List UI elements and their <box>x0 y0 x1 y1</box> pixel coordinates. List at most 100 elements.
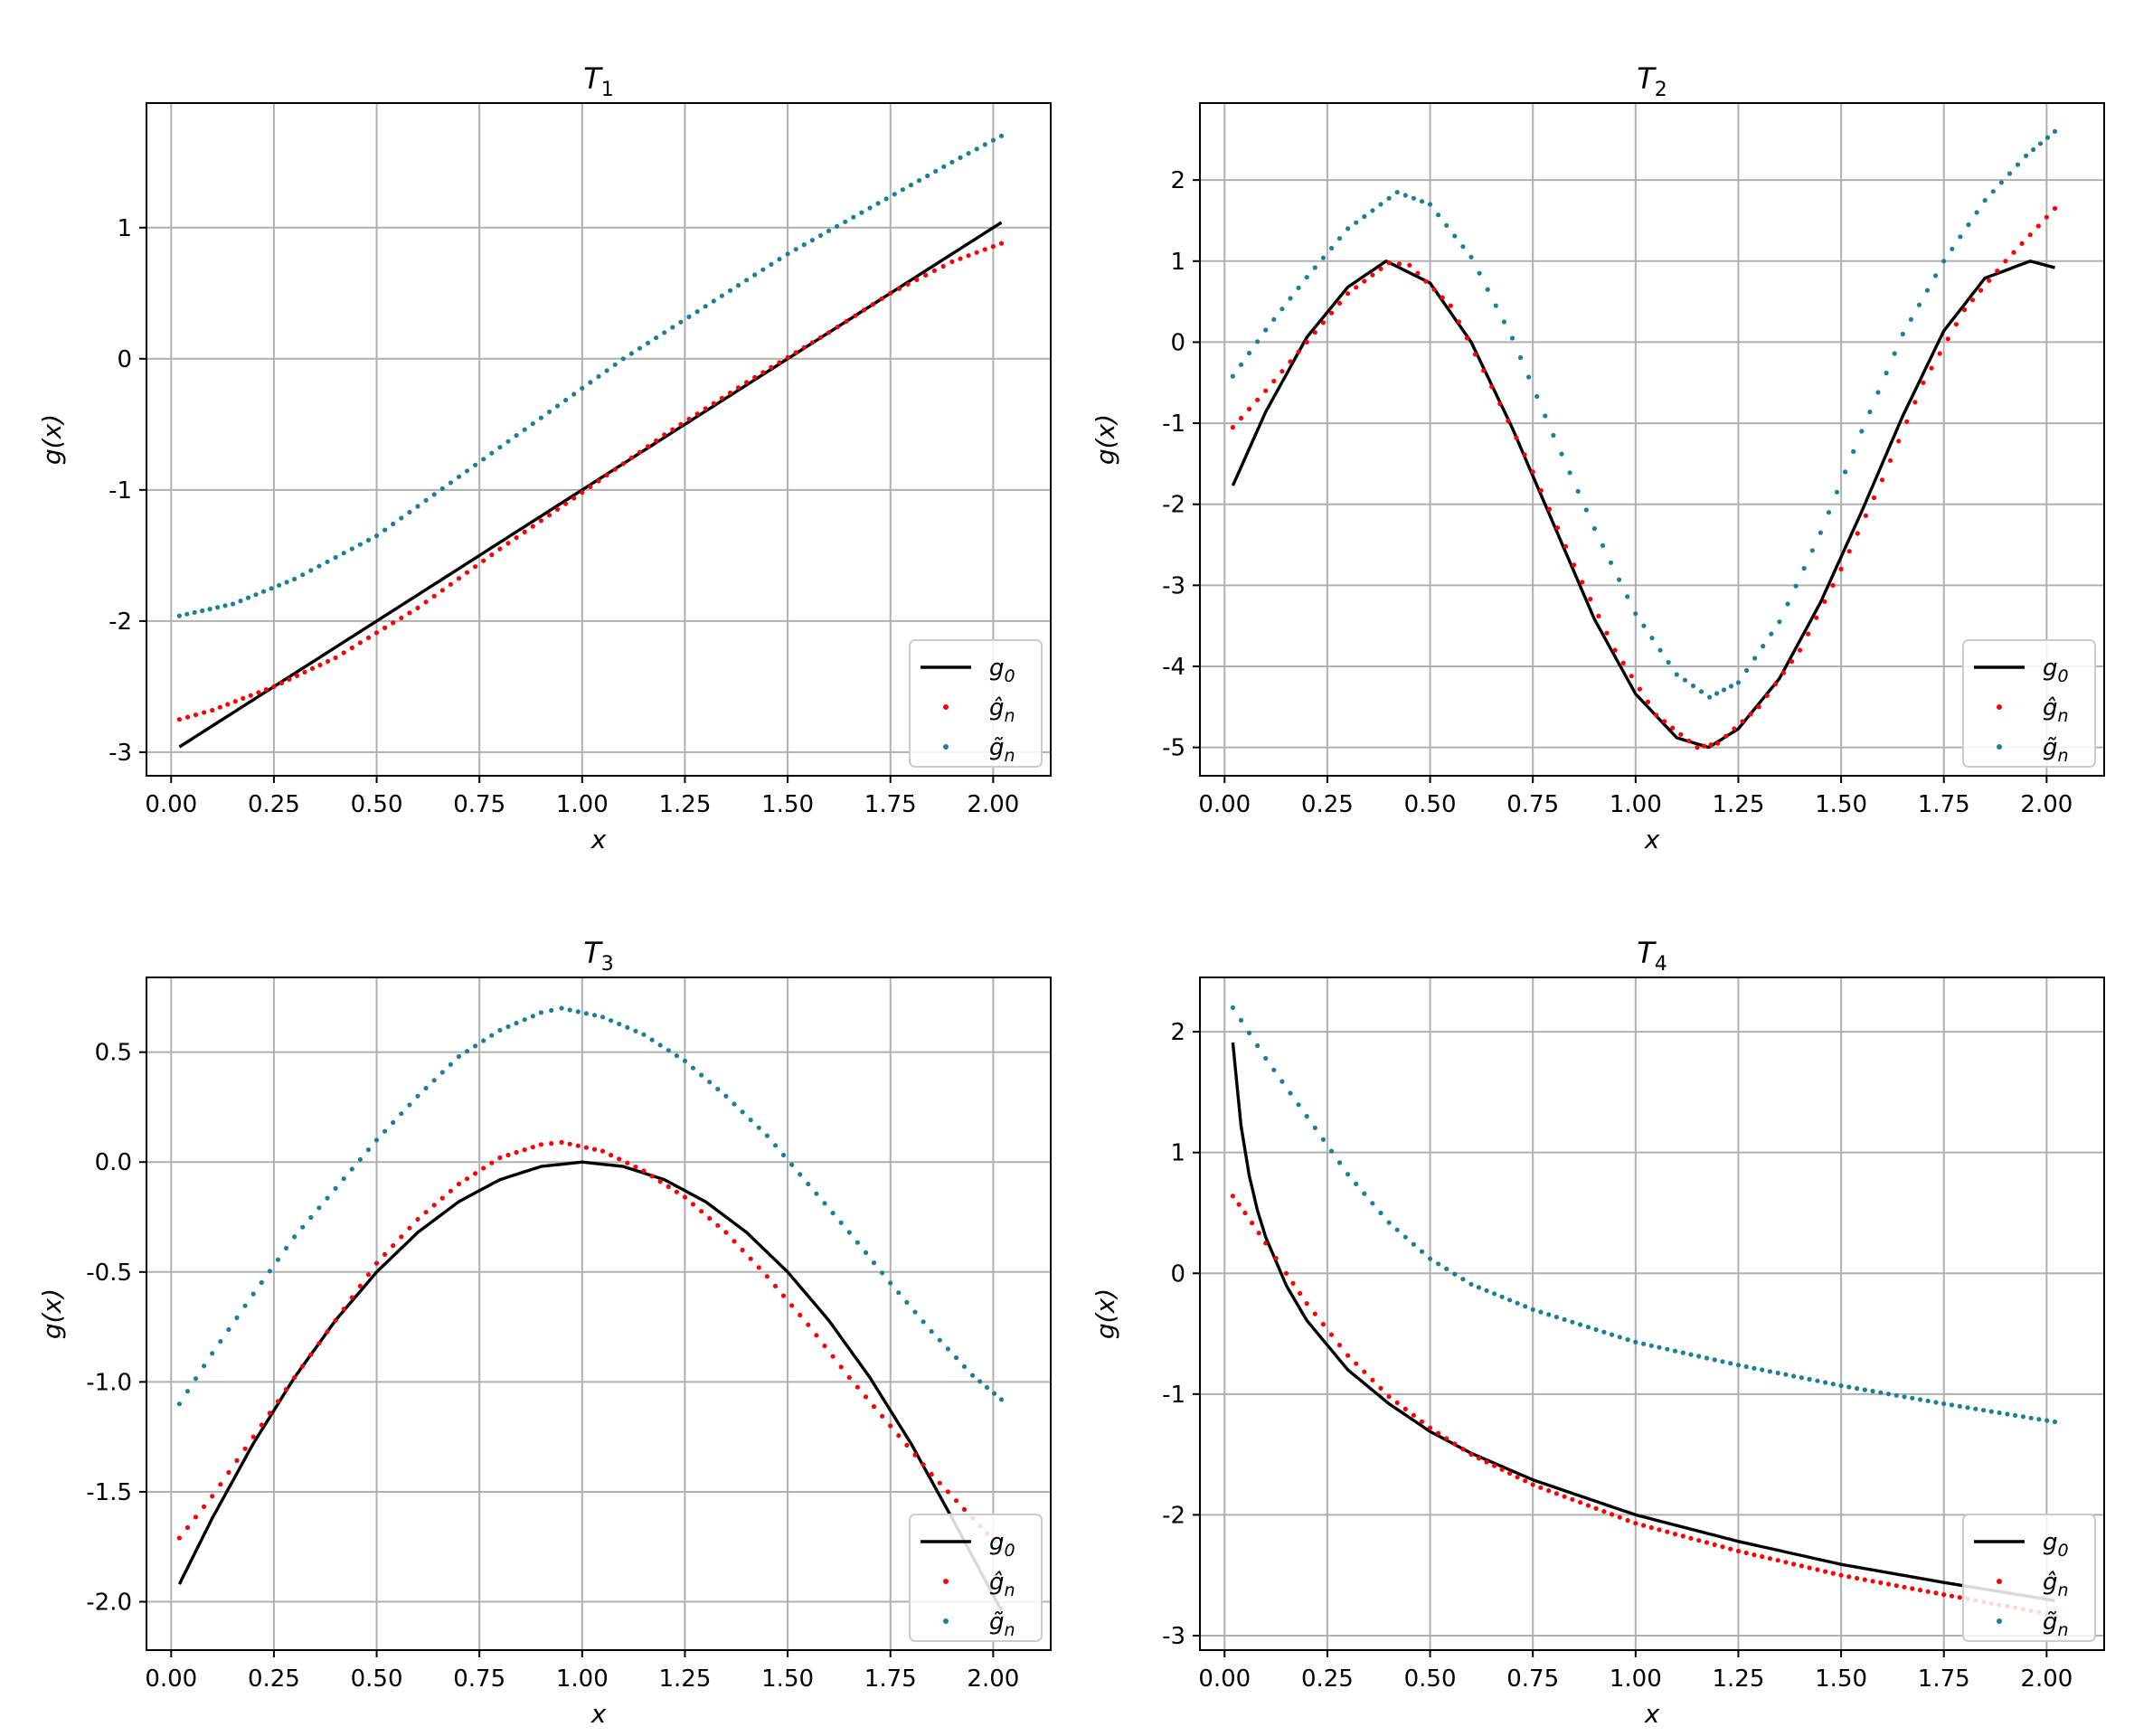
data-point <box>1362 278 1367 284</box>
data-point <box>439 588 445 593</box>
data-point <box>998 1397 1005 1402</box>
data-point <box>1682 677 1687 683</box>
data-point <box>1937 351 1942 356</box>
data-point <box>230 601 236 607</box>
data-point <box>1688 1535 1694 1541</box>
data-point <box>1499 1467 1505 1472</box>
data-point <box>1735 680 1742 685</box>
data-point <box>719 395 725 401</box>
data-point <box>1743 1363 1749 1370</box>
plot-area <box>176 1005 1005 1612</box>
x-tick-label: 0.50 <box>351 1665 403 1693</box>
data-point <box>1507 1297 1513 1303</box>
data-point <box>641 1168 647 1174</box>
data-point <box>473 1171 478 1176</box>
data-point <box>912 1452 918 1458</box>
data-point <box>1419 199 1425 204</box>
data-point <box>756 1265 761 1270</box>
data-point <box>2035 223 2041 229</box>
axes-frame <box>146 976 1052 1651</box>
data-point <box>699 1209 704 1214</box>
data-point <box>456 1053 462 1060</box>
data-point <box>600 1148 606 1154</box>
data-point <box>732 1101 737 1107</box>
data-point <box>1538 1309 1544 1315</box>
x-axis-label: x <box>1644 825 1660 854</box>
data-point <box>1950 246 1955 251</box>
data-point <box>879 296 884 302</box>
data-point <box>259 1422 264 1428</box>
data-point <box>764 1274 770 1279</box>
data-point <box>974 250 979 255</box>
data-point <box>1526 374 1532 380</box>
data-point <box>1255 1043 1261 1049</box>
data-point <box>937 1480 942 1486</box>
series-gtilde-points <box>176 1005 1005 1407</box>
data-point <box>1407 262 1412 268</box>
data-point <box>904 1442 910 1448</box>
data-point <box>269 586 274 591</box>
data-point <box>1617 577 1622 582</box>
data-point <box>554 403 561 409</box>
data-point <box>806 1322 811 1327</box>
data-point <box>1507 1470 1513 1477</box>
data-point <box>260 589 267 594</box>
data-point <box>489 1160 495 1165</box>
data-point <box>267 1269 272 1274</box>
x-tick-label: 0.00 <box>145 1665 197 1693</box>
data-point <box>977 1379 983 1384</box>
data-point <box>1657 647 1663 653</box>
data-point <box>990 137 996 143</box>
data-point <box>1304 1301 1309 1307</box>
data-point <box>1674 672 1679 677</box>
data-point <box>481 558 486 563</box>
data-point <box>780 1152 787 1158</box>
data-point <box>349 546 354 552</box>
data-point <box>1336 300 1343 306</box>
data-point <box>563 501 569 506</box>
x-tick-label: 1.75 <box>1918 791 1970 818</box>
data-point <box>686 416 692 422</box>
data-point <box>1998 180 2004 185</box>
axes-frame <box>146 102 1052 777</box>
data-point <box>1617 1514 1622 1520</box>
series-gtilde-points <box>1230 1005 2058 1425</box>
data-point <box>1885 1392 1892 1397</box>
data-point <box>744 380 750 385</box>
data-point <box>571 495 577 501</box>
data-point <box>1678 731 1684 737</box>
data-point <box>497 546 503 552</box>
data-point <box>365 537 372 543</box>
data-point <box>407 1102 412 1108</box>
data-point <box>1436 1430 1441 1436</box>
data-point <box>1720 1359 1725 1364</box>
data-point <box>1783 1560 1789 1565</box>
data-point <box>1596 613 1601 619</box>
data-point <box>333 554 338 561</box>
data-point <box>1714 691 1720 696</box>
data-point <box>176 1535 182 1541</box>
data-point <box>1378 1210 1383 1216</box>
data-point <box>1670 725 1676 731</box>
data-point <box>283 1245 289 1251</box>
data-point <box>814 1191 819 1196</box>
y-tick-label: -1.0 <box>86 1369 132 1396</box>
data-point <box>1354 1361 1359 1366</box>
data-point <box>1686 738 1692 744</box>
data-point <box>1933 1400 1939 1405</box>
data-point <box>940 263 946 269</box>
data-point <box>888 1280 893 1286</box>
data-point <box>822 1201 827 1206</box>
data-point <box>703 406 708 411</box>
data-point <box>1250 1221 1255 1226</box>
data-point <box>1238 362 1244 367</box>
data-point <box>1775 1558 1780 1563</box>
data-point <box>1645 699 1651 705</box>
data-point <box>748 1118 753 1123</box>
data-point <box>1815 1567 1820 1572</box>
data-point <box>1476 1285 1482 1290</box>
panel-4: 0.00 0.25 0.50 0.75 1.00 1.25 1.50 1.75 2.00 2 1 0 -… <box>1091 936 2105 1729</box>
data-point <box>522 427 527 432</box>
data-point <box>826 330 832 335</box>
data-point <box>1271 316 1277 322</box>
